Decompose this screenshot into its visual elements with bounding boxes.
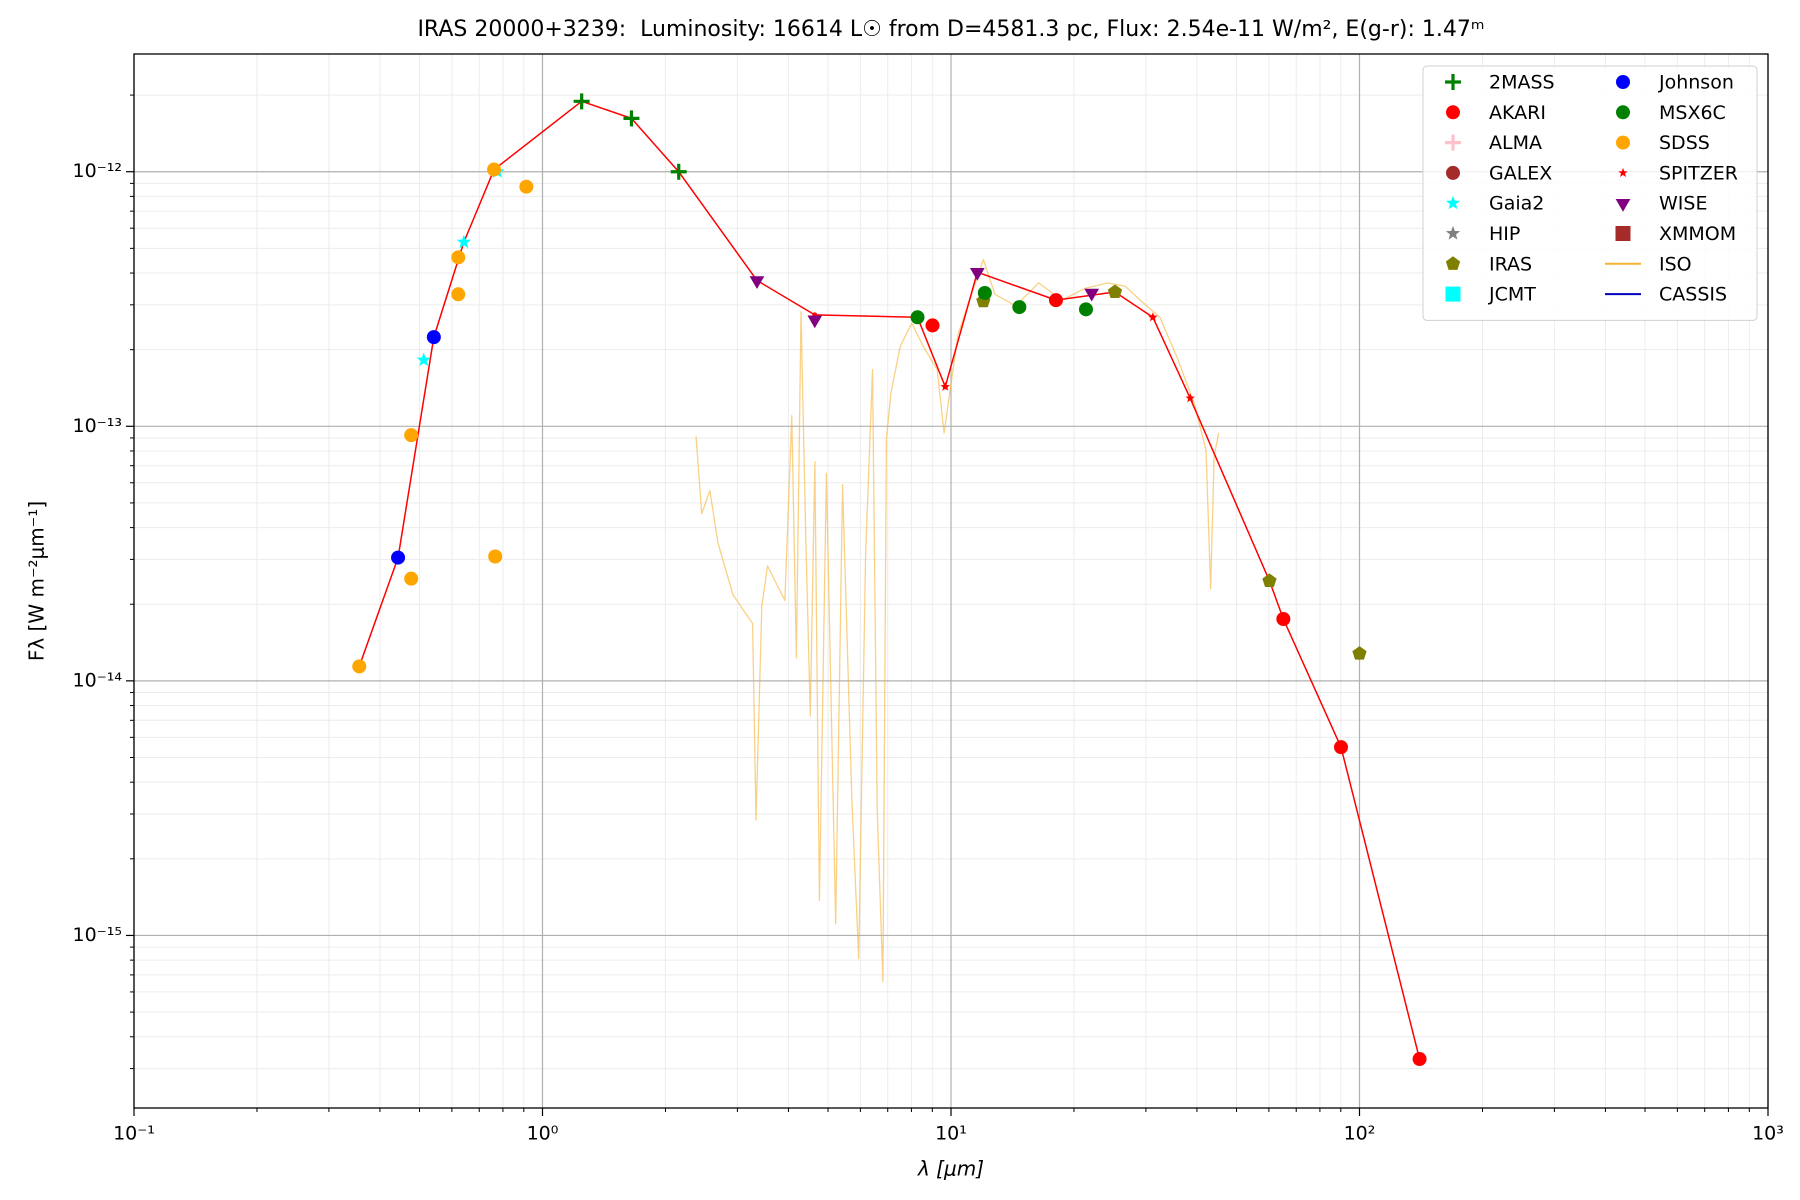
legend-marker (1445, 134, 1461, 151)
data-point (1262, 573, 1277, 587)
data-point (352, 659, 367, 674)
legend-label: IRAS (1489, 253, 1532, 275)
data-point (404, 428, 419, 443)
data-point (488, 549, 503, 564)
legend-label: MSX6C (1659, 102, 1726, 124)
x-tick-label: 10³ (1752, 1123, 1784, 1145)
legend-label: CASSIS (1659, 284, 1727, 306)
legend: 2MASS AKARI ALMA GALEX Gaia2 HIP IRAS JCMT Johns… (1422, 65, 1758, 321)
data-point (670, 163, 687, 180)
data-point (1334, 740, 1349, 755)
legend-label: Johnson (1658, 72, 1734, 94)
legend-marker (1618, 167, 1628, 177)
legend-marker (1446, 105, 1460, 120)
data-point (807, 315, 823, 329)
data-point (1185, 393, 1195, 403)
y-tick-label: 10⁻¹³ (73, 415, 122, 437)
plot-area (352, 93, 1427, 1067)
legend-label: 2MASS (1489, 72, 1555, 94)
data-point (910, 310, 925, 325)
chart-title: IRAS 20000+3239: Luminosity: 16614 L☉ fr… (417, 17, 1484, 42)
data-point (1107, 284, 1123, 299)
legend-label: SPITZER (1659, 162, 1738, 184)
data-point (940, 381, 950, 391)
legend-box (1422, 65, 1758, 321)
legend-label: Gaia2 (1489, 193, 1544, 215)
data-point (519, 179, 534, 194)
data-point (1352, 646, 1367, 660)
x-tick-label: 10⁰ (527, 1123, 559, 1145)
legend-marker (1446, 165, 1460, 180)
data-point (1048, 293, 1063, 308)
x-tick-label: 10⁻¹ (113, 1123, 155, 1145)
data-point (487, 162, 502, 177)
legend-label: ISO (1659, 253, 1692, 275)
legend-label: SDSS (1659, 132, 1710, 154)
data-point (1012, 300, 1027, 315)
data-point (416, 352, 431, 367)
y-tick-label: 10⁻¹⁴ (73, 669, 123, 691)
legend-label: ALMA (1489, 132, 1542, 154)
legend-marker (1615, 198, 1631, 212)
data-point (1412, 1052, 1427, 1067)
legend-label: XMMOM (1659, 223, 1736, 245)
x-axis-label: λ [μm] (917, 1157, 984, 1181)
data-point (749, 276, 765, 289)
data-point (451, 250, 466, 265)
data-point (1084, 288, 1100, 302)
spectrum-line (695, 258, 1220, 983)
plot-frame (133, 53, 1769, 1109)
legend-label: WISE (1659, 193, 1707, 215)
legend-label: HIP (1489, 223, 1520, 245)
legend-marker (1615, 226, 1631, 241)
data-point (1078, 302, 1093, 317)
legend-marker (1616, 75, 1630, 89)
legend-label: JCMT (1488, 284, 1536, 306)
data-point (623, 110, 640, 127)
legend-marker (1616, 105, 1630, 120)
model-line (358, 100, 1421, 1060)
data-point (404, 571, 419, 586)
legend-marker (1445, 226, 1461, 240)
data-point (456, 234, 472, 249)
x-tick-label: 10² (1344, 1123, 1376, 1145)
data-point (391, 550, 406, 565)
data-point (573, 93, 590, 110)
data-point (1276, 612, 1291, 627)
legend-marker (1445, 74, 1461, 90)
legend-marker (1445, 195, 1461, 210)
data-point (1148, 312, 1158, 322)
y-axis-label: Fλ [W m⁻²μm⁻¹] (25, 501, 49, 661)
data-point (977, 285, 992, 300)
data-point (925, 318, 940, 333)
legend-marker (1445, 286, 1461, 302)
legend-marker (1445, 256, 1461, 270)
data-point (426, 330, 441, 345)
data-point (451, 287, 466, 302)
legend-label: GALEX (1489, 162, 1552, 184)
data-point (969, 267, 985, 281)
x-tick-label: 10¹ (935, 1123, 967, 1145)
y-tick-label: 10⁻¹⁵ (73, 924, 122, 946)
y-tick-label: 10⁻¹² (73, 160, 122, 182)
legend-label: AKARI (1489, 102, 1546, 124)
legend-marker (1616, 135, 1630, 150)
